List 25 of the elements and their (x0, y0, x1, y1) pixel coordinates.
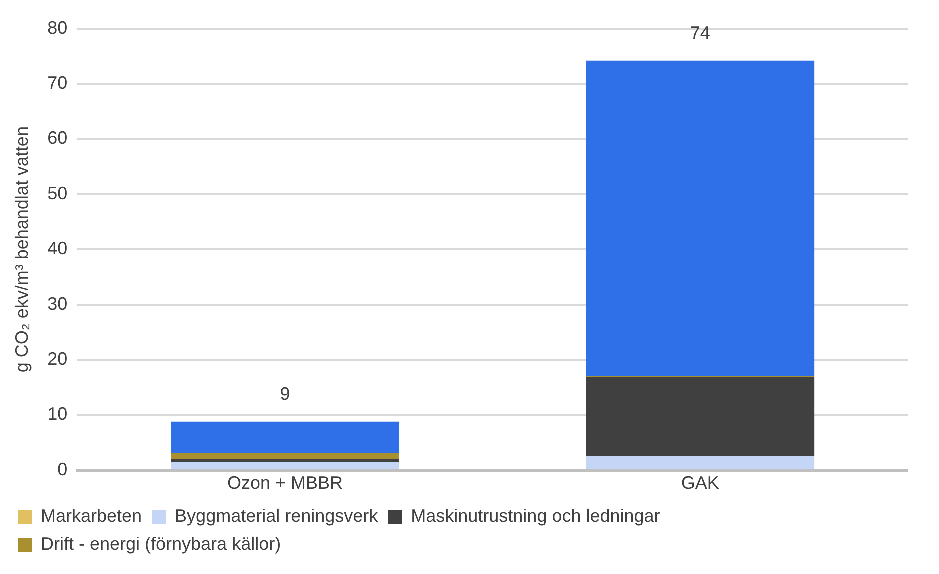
legend-label: Byggmaterial reningsverk (175, 506, 380, 526)
bar (586, 60, 815, 376)
legend-label: Maskinutrustning och ledningar (411, 506, 660, 526)
bar (171, 422, 400, 454)
bar (171, 459, 400, 462)
x-tick-label: Ozon + MBBR (227, 473, 343, 494)
y-tick-label: 40 (48, 238, 68, 259)
legend-label: Drift - energi (förnybara källor) (41, 534, 282, 554)
y-tick-label: 30 (48, 294, 68, 314)
y-tick-label: 70 (48, 72, 68, 93)
y-tick-label: 80 (48, 18, 68, 38)
y-tick-label: 50 (48, 183, 68, 204)
total-label: 74 (690, 22, 710, 43)
y-tick-label: 60 (48, 128, 68, 148)
y-axis-title: g CO₂ ekv/m³ behandlat vatten (12, 126, 32, 373)
bar (586, 377, 815, 456)
bar (586, 456, 815, 470)
total-label: 9 (280, 384, 290, 404)
y-tick-label: 0 (58, 459, 68, 480)
y-tick-label: 10 (48, 404, 68, 424)
bar (171, 453, 400, 460)
bar (171, 462, 400, 470)
legend-label: Markarbeten (41, 506, 142, 526)
x-tick-label: GAK (681, 473, 720, 494)
y-tick-label: 20 (48, 348, 68, 369)
